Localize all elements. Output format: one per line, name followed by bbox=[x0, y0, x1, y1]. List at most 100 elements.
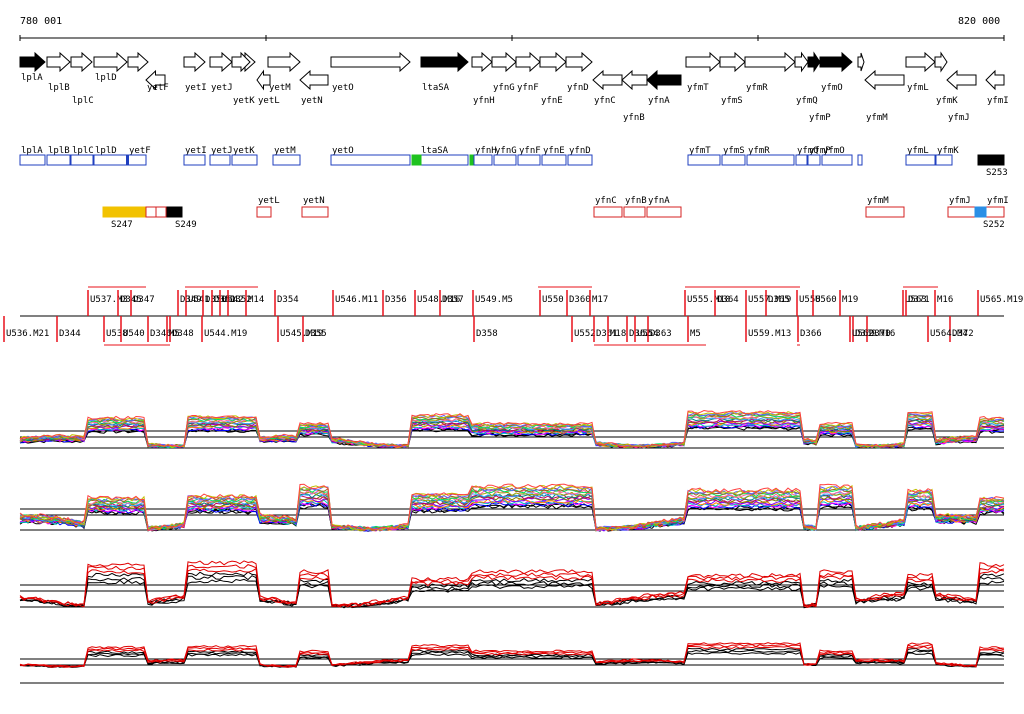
gene-arrow bbox=[719, 51, 746, 73]
segment-label: U558 bbox=[799, 295, 821, 305]
gene-label: yetF bbox=[147, 83, 169, 93]
s-feature-label: S249 bbox=[175, 220, 197, 230]
track-line bbox=[19, 411, 1005, 448]
segment-label: U537.M3 bbox=[90, 295, 128, 305]
gene-label: yfmT bbox=[687, 83, 709, 93]
gene-arrow bbox=[985, 69, 1005, 91]
segment-label: D371 bbox=[908, 295, 930, 305]
gene-label: yfnC bbox=[594, 96, 616, 106]
cds-label: yfnB bbox=[625, 196, 647, 206]
cds-label: yfnF bbox=[519, 146, 541, 156]
s-feature-box bbox=[155, 206, 167, 218]
gene-label: yfmL bbox=[907, 83, 929, 93]
segment-label: U549.M5 bbox=[475, 295, 513, 305]
gene-arrow bbox=[646, 69, 682, 91]
cds-box bbox=[687, 154, 721, 166]
cds-box bbox=[493, 154, 517, 166]
gene-label: ltaSA bbox=[422, 83, 450, 93]
gene-arrow bbox=[539, 51, 567, 73]
cds-label: yfmM bbox=[867, 196, 889, 206]
cds-box bbox=[209, 154, 231, 166]
segment-label: D364 bbox=[717, 295, 739, 305]
cds-label: yfmK bbox=[937, 146, 959, 156]
gene-arrow bbox=[934, 51, 948, 73]
cds-box bbox=[905, 154, 936, 166]
segment-label: D356 bbox=[385, 295, 407, 305]
cds-label: yetK bbox=[233, 146, 255, 156]
s-feature-box bbox=[102, 206, 146, 218]
gene-label: yetL bbox=[258, 96, 280, 106]
gene-label: yfnB bbox=[623, 113, 645, 123]
gene-arrow bbox=[685, 51, 721, 73]
cds-box bbox=[985, 206, 1005, 218]
panel-1 bbox=[19, 409, 1005, 449]
segment-label: U562.M16 bbox=[852, 329, 895, 339]
gene-label: yetI bbox=[185, 83, 207, 93]
segment-label: D351 bbox=[214, 295, 236, 305]
track-line bbox=[19, 490, 1005, 531]
s-feature-box bbox=[166, 206, 183, 218]
gene-arrow bbox=[420, 51, 469, 73]
cds-label: yfnG bbox=[495, 146, 517, 156]
gene-label: yfmK bbox=[936, 96, 958, 106]
track-line bbox=[19, 410, 1005, 448]
cds-label: yetN bbox=[303, 196, 325, 206]
segment-label: U542 bbox=[222, 295, 244, 305]
gene-arrow bbox=[145, 69, 166, 91]
cds-box bbox=[301, 206, 329, 218]
segment-label: M19 bbox=[842, 295, 858, 305]
cds-box bbox=[93, 154, 128, 166]
gene-label: lplC bbox=[72, 96, 94, 106]
gene-label: yetK bbox=[233, 96, 255, 106]
s-feature-box bbox=[145, 206, 157, 218]
gene-arrow bbox=[857, 52, 865, 72]
segment-label: D362 bbox=[629, 329, 651, 339]
cds-box bbox=[272, 154, 301, 166]
cds-box bbox=[721, 154, 746, 166]
s-feature-label: S247 bbox=[111, 220, 133, 230]
segment-label: D350 bbox=[205, 295, 227, 305]
track-line bbox=[19, 643, 1005, 668]
gene-label: lplD bbox=[95, 73, 117, 83]
segment-label: M16 bbox=[937, 295, 953, 305]
track-line bbox=[19, 483, 1005, 532]
cds-box bbox=[473, 154, 493, 166]
segment-label: D365 bbox=[768, 295, 790, 305]
cds-marker bbox=[411, 154, 422, 166]
cds-label: yetM bbox=[274, 146, 296, 156]
segmentation-track: U537.M3D345D347U541D349D350D351U542D352M… bbox=[3, 286, 1023, 346]
cds-box bbox=[795, 154, 808, 166]
segment-label: M5 bbox=[690, 329, 701, 339]
gene-label: yfnH bbox=[473, 96, 495, 106]
track-line bbox=[19, 416, 1005, 449]
gene-arrow bbox=[565, 51, 593, 73]
track-line bbox=[19, 642, 1005, 668]
segment-label: D358 bbox=[476, 329, 498, 339]
track-line bbox=[19, 564, 1005, 608]
cds-box bbox=[419, 154, 469, 166]
segment-label: D352 bbox=[230, 295, 252, 305]
s-feature-box bbox=[974, 206, 987, 218]
cds-box bbox=[807, 154, 821, 166]
cds-label: yfmT bbox=[689, 146, 711, 156]
segment-label: D366 bbox=[800, 329, 822, 339]
gene-arrow bbox=[93, 51, 128, 73]
segment-label: D360 bbox=[569, 295, 591, 305]
segment-label: D369 bbox=[855, 329, 877, 339]
segment-label: U545.M19 bbox=[280, 329, 323, 339]
segment-label: D347 bbox=[133, 295, 155, 305]
coord-start: 780 001 bbox=[20, 16, 62, 27]
cds-box bbox=[746, 154, 795, 166]
gene-label: lplA bbox=[21, 73, 43, 83]
coord-end: 820 000 bbox=[958, 16, 1000, 27]
gene-label: yfnG bbox=[493, 83, 515, 93]
cds-label: yetI bbox=[185, 146, 207, 156]
segment-label: D357 bbox=[442, 295, 464, 305]
segment-label: U565.M19 bbox=[980, 295, 1023, 305]
cds-label: lplA bbox=[21, 146, 43, 156]
gene-arrow bbox=[231, 51, 251, 73]
expression-tracks bbox=[19, 409, 1005, 684]
cds-label: yfnA bbox=[648, 196, 670, 206]
